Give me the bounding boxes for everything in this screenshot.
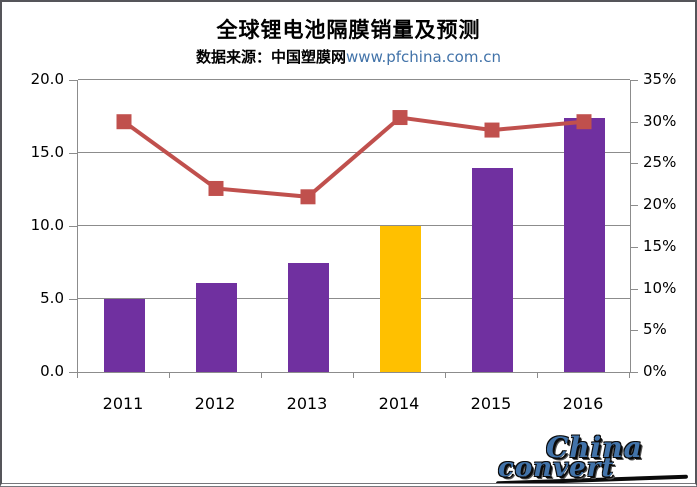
left-axis-tick bbox=[69, 372, 77, 373]
line-marker-2015 bbox=[484, 122, 500, 138]
line-marker-2013 bbox=[300, 189, 316, 205]
left-axis-tick-label: 10.0 bbox=[30, 216, 64, 234]
right-axis-tick bbox=[630, 288, 638, 290]
x-axis-tick bbox=[77, 372, 78, 378]
trend-line bbox=[122, 115, 585, 199]
bar-2016 bbox=[563, 117, 605, 372]
x-axis-tick bbox=[169, 372, 170, 378]
right-axis-tick-label: 30% bbox=[643, 111, 677, 130]
subtitle-url: www.pfchina.com.cn bbox=[346, 48, 501, 66]
right-axis-tick-label: 10% bbox=[643, 278, 677, 297]
gridline bbox=[78, 372, 630, 373]
line-marker-2012 bbox=[208, 180, 224, 196]
left-axis-tick bbox=[69, 226, 77, 227]
right-axis-tick bbox=[630, 121, 638, 123]
chart-title: 全球锂电池隔膜销量及预测 bbox=[216, 18, 481, 42]
bar-2015 bbox=[471, 167, 513, 372]
right-axis-tick-label: 20% bbox=[643, 195, 677, 214]
chart-subtitle: 数据来源：中国塑膜网www.pfchina.com.cn bbox=[2, 46, 695, 67]
left-axis-tick-label: 0.0 bbox=[40, 362, 64, 380]
line-marker-2016 bbox=[576, 114, 592, 130]
left-axis-tick-label: 5.0 bbox=[40, 289, 64, 307]
x-axis-tick bbox=[353, 372, 354, 378]
right-axis-tick-label: 15% bbox=[643, 236, 677, 255]
x-axis-tick bbox=[261, 372, 262, 378]
bar-2013 bbox=[287, 262, 329, 372]
left-axis-tick bbox=[69, 299, 77, 300]
x-axis-category-label: 2011 bbox=[102, 394, 144, 413]
right-axis-tick bbox=[630, 246, 638, 248]
left-axis-tick bbox=[69, 153, 77, 154]
right-axis-tick bbox=[630, 372, 638, 373]
line-marker-2014 bbox=[392, 110, 408, 126]
left-axis-tick-label: 15.0 bbox=[30, 143, 64, 161]
watermark-text-line2: convert bbox=[498, 453, 615, 483]
bar-2014 bbox=[379, 226, 421, 372]
gridline bbox=[78, 152, 630, 153]
right-axis-tick bbox=[630, 330, 638, 332]
subtitle-source-text: 数据来源：中国塑膜网 bbox=[196, 48, 347, 66]
x-axis-category-label: 2013 bbox=[286, 394, 328, 413]
growth-rate-line-layer bbox=[116, 110, 592, 205]
x-axis-category-label: 2014 bbox=[378, 394, 420, 413]
right-axis-tick bbox=[630, 80, 638, 81]
x-axis-category-label: 2016 bbox=[562, 394, 604, 413]
right-axis-tick bbox=[630, 163, 638, 165]
x-axis-tick bbox=[445, 372, 446, 378]
right-axis-tick-label: 5% bbox=[643, 320, 667, 339]
left-axis-tick-label: 20.0 bbox=[30, 70, 64, 88]
bar-2011 bbox=[103, 299, 145, 372]
right-axis-tick bbox=[630, 205, 638, 207]
gridline bbox=[78, 225, 630, 226]
bar-2012 bbox=[195, 282, 237, 372]
x-axis-tick bbox=[629, 372, 630, 378]
x-axis-category-label: 2015 bbox=[470, 394, 512, 413]
right-axis-tick-label: 35% bbox=[643, 70, 677, 88]
right-axis-tick-label: 0% bbox=[643, 362, 667, 380]
left-axis-tick bbox=[69, 80, 77, 81]
gridline bbox=[78, 79, 630, 80]
x-axis-tick bbox=[537, 372, 538, 378]
right-axis-tick-label: 25% bbox=[643, 153, 677, 172]
gridline bbox=[78, 298, 630, 299]
watermark: China convert bbox=[492, 431, 695, 483]
watermark-text-line1: China bbox=[546, 431, 643, 464]
x-axis-category-label: 2012 bbox=[194, 394, 236, 413]
plot-area bbox=[77, 79, 631, 373]
line-marker-2011 bbox=[116, 114, 132, 130]
